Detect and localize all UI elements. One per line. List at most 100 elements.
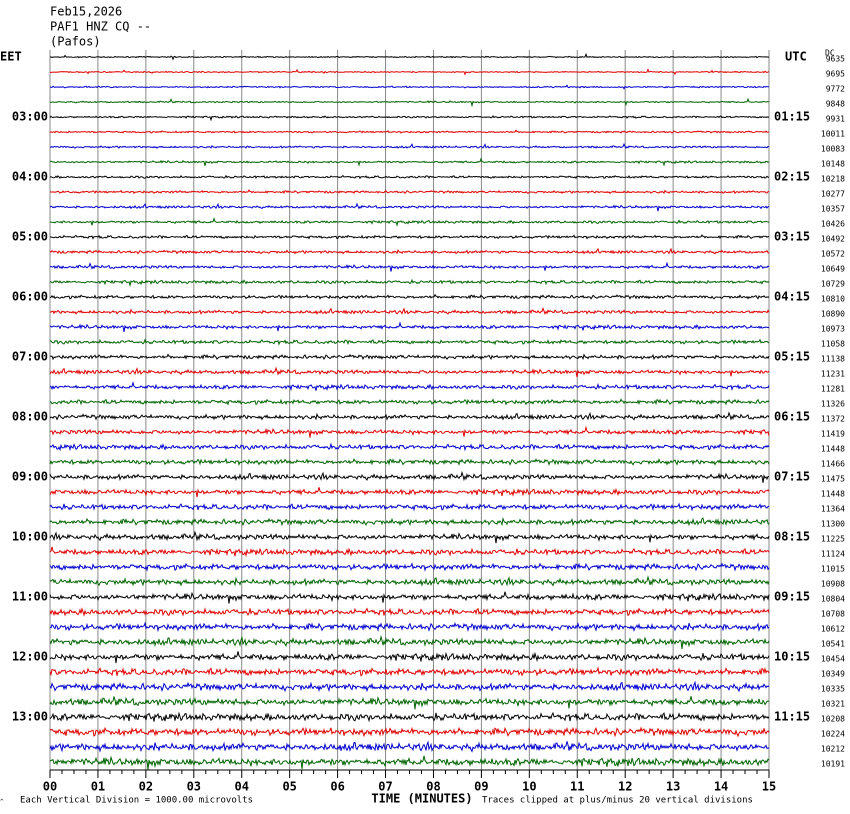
x-tick-label: 10 (522, 780, 536, 794)
title-location: (Pafos) (50, 35, 101, 49)
eet-time: 09:00 (12, 470, 48, 484)
right-zone: UTC (785, 50, 807, 64)
dc-value: 10212 (821, 745, 845, 754)
dc-value: 10349 (821, 670, 845, 679)
trace (49, 353, 770, 361)
left-zone: EET (0, 50, 22, 64)
utc-time: 01:15 (774, 110, 810, 124)
dc-value: 11475 (821, 475, 845, 484)
dc-value: 10908 (821, 580, 845, 589)
dc-value: 10492 (821, 235, 845, 244)
utc-time: 10:15 (774, 650, 810, 664)
trace (50, 68, 770, 76)
dc-value: 11448 (821, 490, 845, 499)
dc-value: 10454 (821, 655, 845, 664)
trace (49, 591, 770, 604)
dc-value: 11466 (821, 460, 845, 469)
trace (50, 217, 770, 227)
x-tick-label: 14 (714, 780, 728, 794)
dc-value: 10277 (821, 190, 845, 199)
x-axis-label: TIME (MINUTES) (371, 792, 472, 806)
trace (49, 680, 770, 693)
trace (49, 174, 770, 180)
trace (49, 755, 770, 770)
trace (49, 381, 770, 392)
trace (49, 546, 770, 558)
eet-time: 04:00 (12, 170, 48, 184)
eet-time: 07:00 (12, 350, 48, 364)
dc-value: 10708 (821, 610, 845, 619)
utc-time: 08:15 (774, 530, 810, 544)
dc-value: 10572 (821, 250, 845, 259)
dc-value: 11326 (821, 400, 845, 409)
trace (49, 234, 770, 240)
x-tick-label: 15 (762, 780, 776, 794)
x-tick-label: 11 (570, 780, 584, 794)
trace (49, 740, 770, 753)
trace (49, 157, 770, 167)
trace (49, 84, 770, 90)
trace (50, 52, 770, 61)
dc-value: 10810 (821, 295, 845, 304)
trace (49, 366, 770, 378)
utc-time: 06:15 (774, 410, 810, 424)
x-tick-label: 13 (666, 780, 680, 794)
eet-time: 10:00 (12, 530, 48, 544)
x-tick-label: 07 (378, 780, 392, 794)
eet-time: 12:00 (12, 650, 48, 664)
trace (49, 621, 770, 633)
dc-value: 9635 (826, 55, 845, 64)
x-tick-label: 00 (43, 780, 57, 794)
trace (49, 189, 770, 195)
trace (49, 711, 770, 723)
x-tick-label: 04 (235, 780, 249, 794)
dc-value: 10612 (821, 625, 845, 634)
trace (49, 516, 770, 527)
dc-value: 11300 (821, 520, 845, 529)
trace (49, 411, 770, 421)
dc-label: DC (825, 49, 835, 58)
trace (49, 115, 770, 122)
trace (49, 726, 770, 738)
dc-value: 10148 (821, 160, 845, 169)
dc-value: 10541 (821, 640, 845, 649)
dc-value: 11225 (821, 535, 845, 544)
dc-value: 9772 (826, 85, 845, 94)
trace (49, 321, 770, 332)
utc-time: 07:15 (774, 470, 810, 484)
utc-time: 09:15 (774, 590, 810, 604)
dc-value: 10426 (821, 220, 845, 229)
trace (49, 457, 770, 467)
trace (49, 575, 770, 587)
eet-time: 13:00 (12, 710, 48, 724)
trace (49, 666, 770, 677)
dc-value: 11138 (821, 355, 845, 364)
dc-value: 11419 (821, 430, 845, 439)
trace (49, 247, 770, 255)
dc-value: 11124 (821, 550, 845, 559)
dc-value: 10804 (821, 595, 845, 604)
dc-value: 10011 (821, 130, 845, 139)
eet-time: 06:00 (12, 290, 48, 304)
trace (49, 142, 770, 149)
dc-value: 11372 (821, 415, 845, 424)
trace (49, 293, 770, 300)
eet-time: 03:00 (12, 110, 48, 124)
dc-value: 10335 (821, 685, 845, 694)
dc-value: 11364 (821, 505, 845, 514)
trace (49, 261, 770, 272)
trace (49, 97, 770, 108)
x-tick-label: 06 (330, 780, 344, 794)
dc-value: 10191 (821, 760, 845, 769)
trace (49, 129, 770, 134)
trace (49, 306, 770, 315)
logo-mark: ^ (0, 799, 4, 806)
x-tick-label: 02 (139, 780, 153, 794)
trace (49, 607, 770, 617)
scale-note: Each Vertical Division = 1000.00 microvo… (20, 796, 253, 806)
x-tick-label: 01 (91, 780, 105, 794)
dc-value: 10890 (821, 310, 845, 319)
trace (49, 696, 770, 710)
eet-time: 05:00 (12, 230, 48, 244)
x-tick-label: 09 (474, 780, 488, 794)
